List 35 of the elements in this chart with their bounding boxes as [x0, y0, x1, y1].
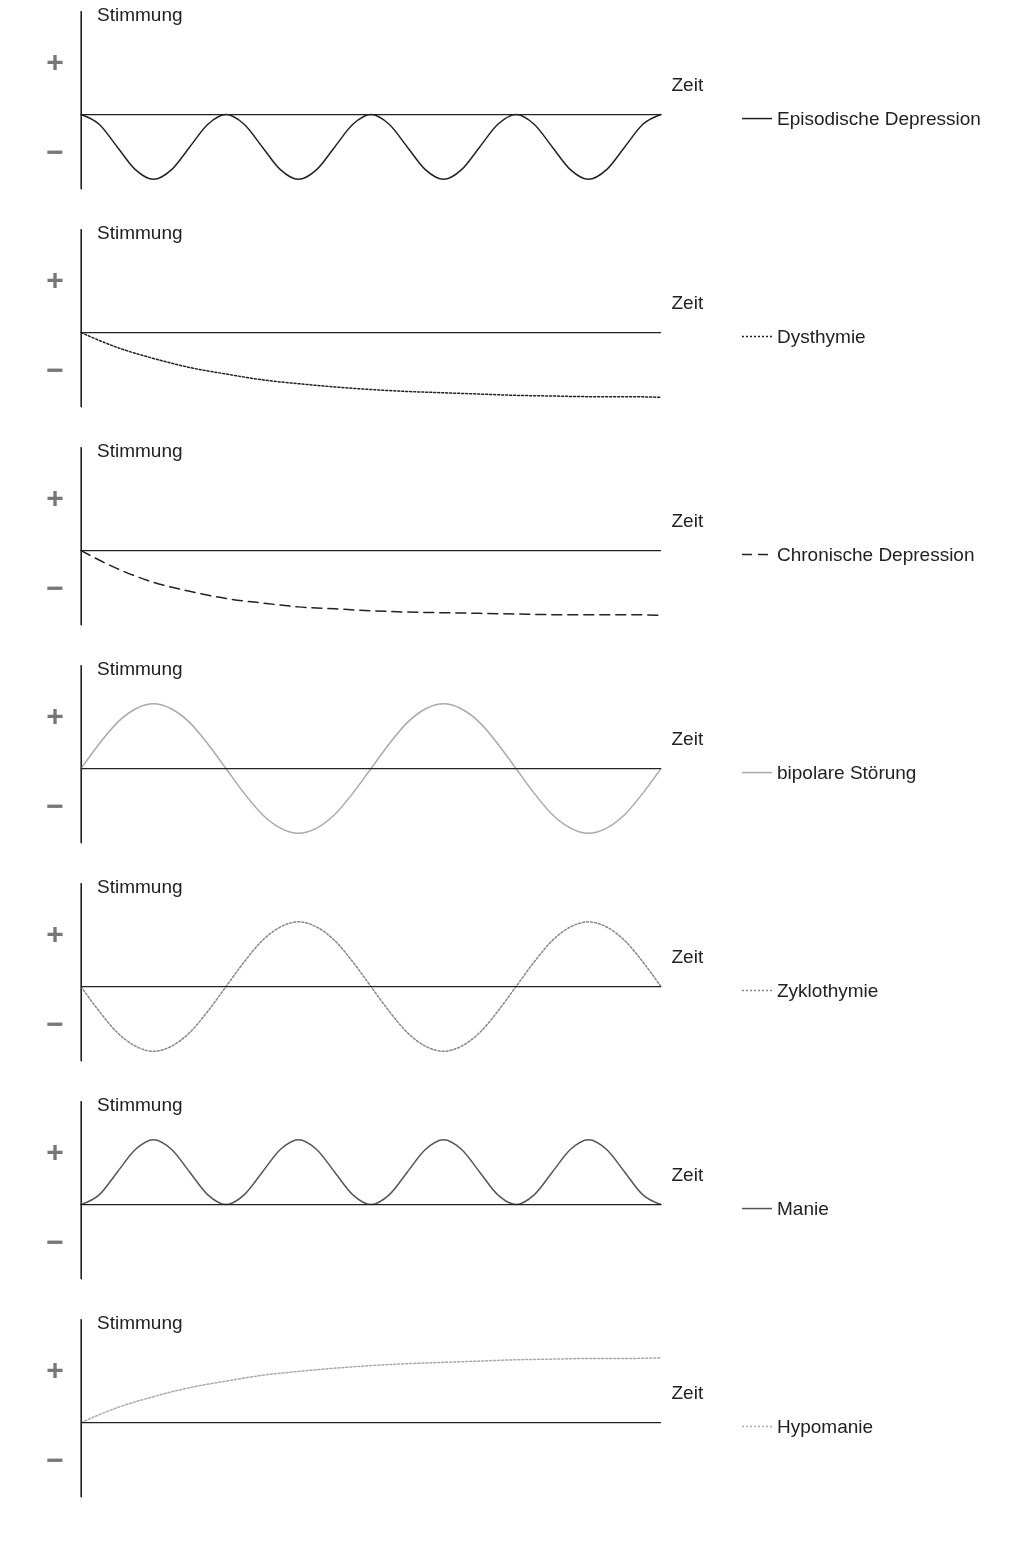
x-axis-title: Zeit [671, 292, 704, 314]
text: − [46, 788, 64, 822]
y-axis-title: Stimmung [97, 4, 183, 25]
text: + [46, 480, 64, 514]
text: − [46, 1442, 64, 1476]
text: − [46, 570, 64, 604]
text: − [46, 1006, 64, 1040]
legend-label: Manie [777, 1197, 829, 1219]
y-axis-title: Stimmung [97, 876, 183, 897]
legend-label: Dysthymie [777, 325, 866, 347]
text: + [46, 698, 64, 732]
x-axis-title: Zeit [671, 946, 704, 968]
x-axis-title: Zeit [671, 74, 704, 96]
text: + [46, 44, 64, 78]
x-axis-title: Zeit [671, 728, 704, 750]
y-axis-title: Stimmung [97, 440, 183, 461]
legend-label: bipolare Störung [777, 761, 917, 783]
text: − [46, 352, 64, 386]
text: + [46, 1352, 64, 1386]
text: − [46, 134, 64, 168]
x-axis-title: Zeit [671, 1382, 704, 1404]
text: − [46, 1224, 64, 1258]
x-axis-title: Zeit [671, 1164, 704, 1186]
legend-label: Hypomanie [777, 1415, 874, 1437]
text: + [46, 1134, 64, 1168]
y-axis-title: Stimmung [97, 222, 183, 243]
x-axis-title: Zeit [671, 510, 704, 532]
legend-label: Chronische Depression [777, 543, 975, 565]
text: + [46, 916, 64, 950]
y-axis-title: Stimmung [97, 658, 183, 679]
y-axis-title: Stimmung [97, 1312, 183, 1333]
legend-label: Episodische Depression [777, 107, 981, 129]
y-axis-title: Stimmung [97, 1094, 183, 1115]
text: + [46, 262, 64, 296]
legend-label: Zyklothymie [777, 979, 879, 1001]
